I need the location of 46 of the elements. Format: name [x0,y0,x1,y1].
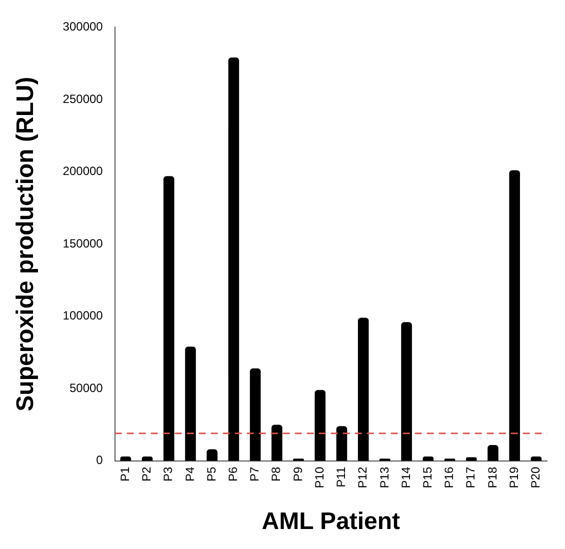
bar [401,322,412,461]
bar [142,456,153,461]
x-tick-label: P13 [377,466,392,488]
x-tick-label: P5 [204,466,218,482]
y-tick-label: 100000 [62,308,104,323]
bar [120,456,132,461]
x-tick-label: P10 [312,466,326,488]
bar [466,457,477,461]
x-tick-label: P12 [356,466,370,488]
y-tick-label: 150000 [62,236,104,250]
x-tick-label: P6 [226,466,240,482]
y-tick-label: 50000 [69,380,104,395]
bar [314,390,326,461]
y-tick-label: 300000 [62,20,104,34]
bar [336,426,348,461]
bar [272,424,282,461]
bar [488,444,498,461]
x-tick-label: P4 [182,466,197,482]
bar [206,449,218,461]
x-tick-label: P1 [118,466,132,482]
x-tick-label: P7 [248,466,262,482]
x-tick-label: P8 [269,466,284,482]
bar [163,176,174,461]
bar [509,170,520,461]
x-tick-label: P14 [398,466,413,488]
x-tick-label: P17 [464,466,478,488]
x-tick-label: P15 [420,466,434,488]
x-tick-label: P11 [334,466,348,488]
x-axis-title: AML Patient [262,508,400,536]
y-tick-label: 200000 [62,164,104,178]
x-tick-label: P18 [485,466,500,488]
bar [185,346,196,461]
bar [422,456,434,461]
bar [250,368,261,461]
bar [228,58,240,461]
y-tick-label: 250000 [62,92,104,106]
x-tick-label: P16 [442,466,456,488]
x-tick-label: P19 [506,466,521,488]
x-tick-label: P9 [290,466,305,482]
bar [530,456,542,461]
y-tick-label: 0 [96,453,104,468]
x-tick-label: P3 [161,466,176,482]
x-tick-label: P2 [140,466,154,482]
y-axis-title: Superoxide production (RLU) [12,76,40,412]
x-tick-label: P20 [528,466,543,488]
bar [358,318,369,461]
